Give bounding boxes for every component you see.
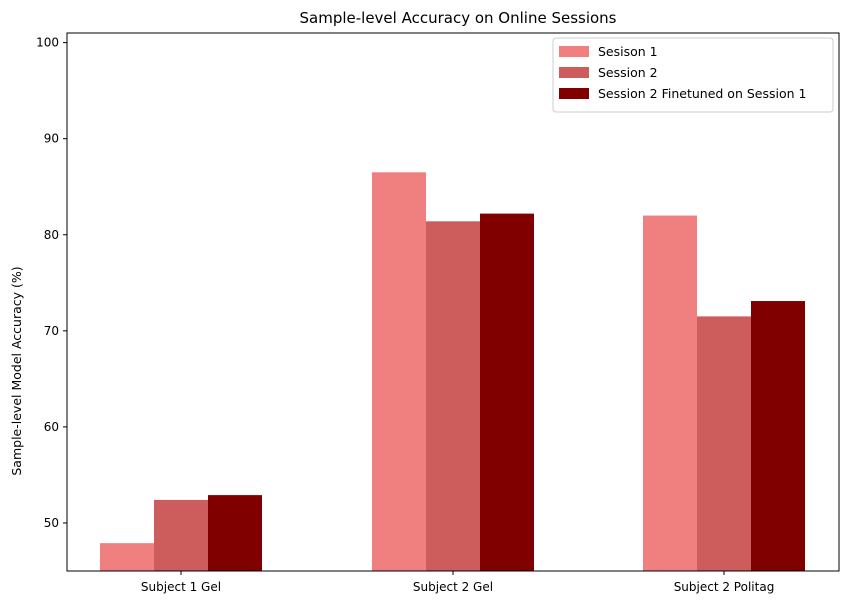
legend-entry: Sesison 1 <box>598 44 658 59</box>
bars-group <box>100 172 805 572</box>
x-tick-label: Subject 2 Gel <box>413 580 493 594</box>
legend-entry: Session 2 <box>598 65 658 80</box>
bar-2-1 <box>154 499 208 571</box>
bar-1-3 <box>643 215 697 572</box>
bar-3-2 <box>480 213 534 571</box>
legend-entry: Session 2 Finetuned on Session 1 <box>598 86 806 101</box>
bar-1-2 <box>372 172 426 571</box>
legend-swatch <box>559 88 589 99</box>
y-tick-label: 50 <box>44 516 59 530</box>
y-tick-label: 70 <box>44 324 59 338</box>
x-tick-label: Subject 2 Politag <box>674 580 775 594</box>
plot-area-frame <box>66 32 840 572</box>
y-axis-ticks: 50 60 70 80 90 100 <box>36 36 67 530</box>
chart-title: Sample-level Accuracy on Online Sessions <box>300 9 617 27</box>
y-axis-label: Sample-level Model Accuracy (%) <box>9 266 24 475</box>
legend: Sesison 1 Session 2 Session 2 Finetuned on… <box>552 37 834 113</box>
legend-swatch <box>559 67 589 78</box>
legend-box <box>552 37 834 113</box>
x-tick-label: Subject 1 Gel <box>141 580 221 594</box>
y-tick-label: 100 <box>36 36 59 50</box>
y-tick-label: 60 <box>44 420 59 434</box>
y-tick-label: 90 <box>44 132 59 146</box>
x-axis-ticks: Subject 1 Gel Subject 2 Gel Subject 2 Poli… <box>141 571 774 594</box>
bar-3-3 <box>751 301 805 571</box>
legend-swatch <box>559 46 589 57</box>
bar-2-3 <box>697 316 751 571</box>
bar-3-1 <box>208 495 262 571</box>
bar-1-1 <box>100 543 154 571</box>
y-tick-label: 80 <box>44 228 59 242</box>
bar-2-2 <box>426 221 480 572</box>
